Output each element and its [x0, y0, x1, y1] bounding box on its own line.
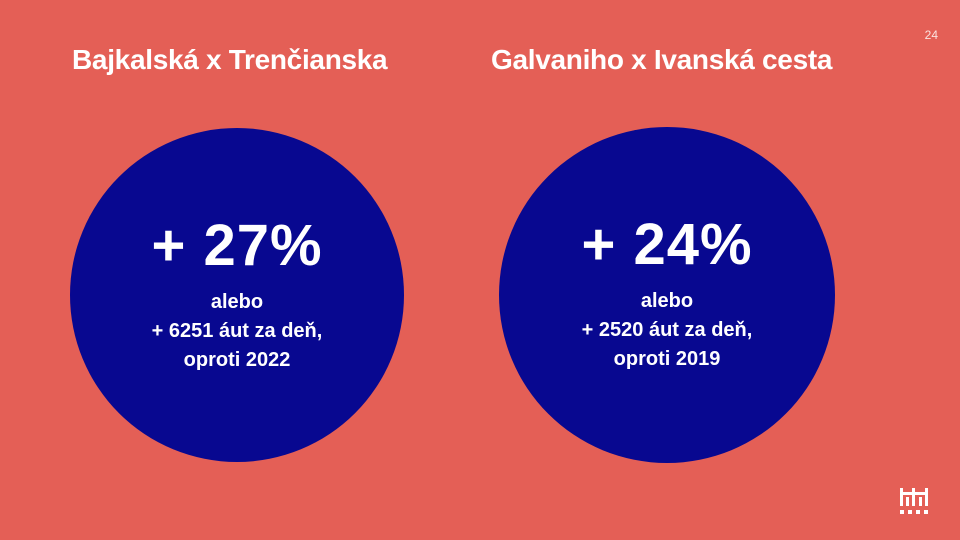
desc-line: + 2520 áut za deň, [581, 319, 753, 341]
page-number: 24 [924, 28, 938, 42]
panel-title-left: Bajkalská x Trenčianska [72, 44, 388, 75]
castle-logo-icon [900, 488, 928, 514]
desc-line: oproti 2019 [613, 348, 721, 370]
stat-circle-left: + 27% alebo + 6251 áut za deň, oproti 20… [70, 128, 404, 462]
stat-description: alebo + 2520 áut za deň, oproti 2019 [499, 287, 835, 374]
stat-circle-right: + 24% alebo + 2520 áut za deň, oproti 20… [499, 127, 835, 463]
desc-line: alebo [210, 291, 264, 313]
desc-line: oproti 2022 [183, 349, 291, 371]
percent-change: + 27% [151, 213, 323, 278]
stat-description: alebo + 6251 áut za deň, oproti 2022 [70, 288, 404, 375]
panel-title-right: Galvaniho x Ivanská cesta [491, 44, 833, 75]
percent-change: + 24% [581, 212, 753, 277]
desc-line: + 6251 áut za deň, [151, 320, 323, 342]
desc-line: alebo [640, 290, 694, 312]
